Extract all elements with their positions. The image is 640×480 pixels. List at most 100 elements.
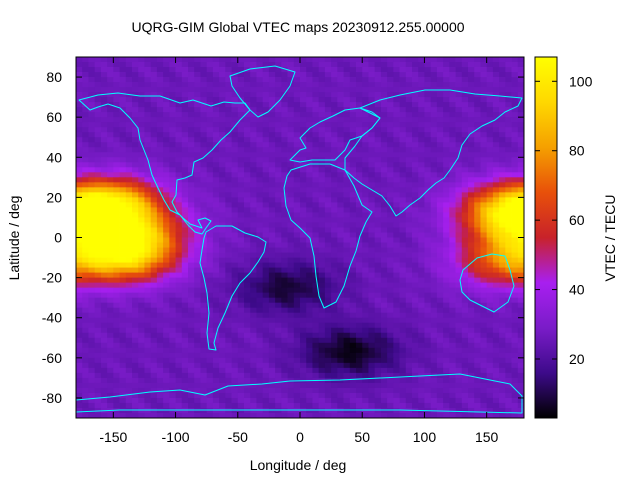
- heatmap-cell: [380, 337, 388, 344]
- heatmap-cell: [474, 117, 481, 123]
- heatmap-cell: [225, 182, 232, 188]
- heatmap-cell: [368, 367, 376, 374]
- heatmap-cell: [430, 342, 438, 349]
- heatmap-cell: [275, 392, 282, 399]
- heatmap-cell: [511, 317, 519, 324]
- heatmap-cell: [138, 382, 145, 389]
- heatmap-cell: [225, 197, 232, 203]
- heatmap-cell: [181, 327, 189, 334]
- heatmap-cell: [374, 267, 382, 273]
- heatmap-cell: [82, 347, 89, 354]
- heatmap-cell: [144, 262, 152, 268]
- heatmap-cell: [262, 137, 270, 143]
- heatmap-cell: [461, 252, 469, 258]
- heatmap-cell: [268, 222, 276, 228]
- heatmap-cell: [113, 192, 120, 198]
- heatmap-cell: [138, 297, 145, 304]
- heatmap-cell: [424, 147, 432, 153]
- heatmap-cell: [424, 142, 432, 148]
- heatmap-cell: [138, 362, 145, 369]
- heatmap-cell: [113, 217, 120, 223]
- heatmap-cell: [175, 282, 183, 289]
- heatmap-cell: [368, 202, 376, 208]
- heatmap-cell: [262, 307, 270, 314]
- heatmap-cell: [287, 152, 295, 158]
- heatmap-cell: [499, 82, 506, 88]
- heatmap-cell: [237, 257, 245, 263]
- heatmap-cell: [194, 92, 201, 98]
- heatmap-cell: [306, 137, 313, 143]
- heatmap-cell: [188, 107, 195, 113]
- heatmap-cell: [374, 87, 382, 93]
- heatmap-cell: [356, 147, 363, 153]
- heatmap-cell: [424, 157, 432, 163]
- heatmap-cell: [418, 202, 425, 208]
- heatmap-cell: [250, 82, 257, 88]
- heatmap-cell: [368, 192, 376, 198]
- heatmap-cell: [474, 167, 481, 173]
- heatmap-cell: [244, 177, 251, 183]
- heatmap-cell: [499, 62, 506, 68]
- heatmap-cell: [237, 392, 245, 399]
- heatmap-cell: [268, 397, 276, 404]
- heatmap-cell: [300, 87, 307, 93]
- heatmap-cell: [169, 232, 176, 238]
- heatmap-cell: [505, 182, 512, 188]
- heatmap-cell: [250, 262, 257, 268]
- heatmap-cell: [188, 287, 195, 294]
- heatmap-cell: [150, 82, 158, 88]
- heatmap-cell: [268, 362, 276, 369]
- heatmap-cell: [387, 92, 394, 98]
- heatmap-cell: [281, 347, 288, 354]
- heatmap-cell: [188, 402, 195, 409]
- heatmap-cell: [244, 352, 251, 359]
- heatmap-cell: [150, 57, 158, 63]
- heatmap-cell: [100, 357, 108, 364]
- heatmap-cell: [436, 367, 444, 374]
- heatmap-cell: [156, 122, 164, 128]
- heatmap-cell: [368, 282, 376, 289]
- heatmap-cell: [474, 82, 481, 88]
- heatmap-cell: [76, 62, 83, 68]
- heatmap-cell: [405, 307, 413, 314]
- heatmap-cell: [349, 232, 357, 238]
- heatmap-cell: [119, 212, 127, 218]
- heatmap-cell: [212, 202, 220, 208]
- heatmap-cell: [337, 87, 344, 93]
- heatmap-cell: [300, 277, 307, 284]
- heatmap-cell: [119, 292, 127, 299]
- heatmap-cell: [349, 287, 357, 294]
- heatmap-cell: [119, 57, 127, 63]
- heatmap-cell: [225, 82, 232, 88]
- heatmap-cell: [188, 87, 195, 93]
- heatmap-cell: [275, 67, 282, 73]
- heatmap-cell: [337, 312, 344, 319]
- heatmap-cell: [505, 172, 512, 178]
- heatmap-cell: [424, 242, 432, 248]
- heatmap-cell: [430, 312, 438, 319]
- heatmap-cell: [163, 107, 170, 113]
- heatmap-cell: [511, 377, 519, 384]
- heatmap-cell: [300, 117, 307, 123]
- heatmap-cell: [318, 242, 326, 248]
- heatmap-cell: [387, 277, 394, 284]
- heatmap-cell: [144, 372, 152, 379]
- heatmap-cell: [511, 262, 519, 268]
- heatmap-cell: [492, 272, 500, 279]
- heatmap-cell: [212, 212, 220, 218]
- heatmap-cell: [412, 202, 419, 208]
- heatmap-cell: [225, 232, 232, 238]
- heatmap-cell: [293, 102, 301, 108]
- heatmap-cell: [181, 312, 189, 319]
- heatmap-cell: [349, 337, 357, 344]
- heatmap-cell: [169, 117, 176, 123]
- heatmap-cell: [293, 257, 301, 263]
- heatmap-cell: [244, 317, 251, 324]
- heatmap-cell: [156, 332, 164, 339]
- heatmap-cell: [82, 302, 89, 309]
- heatmap-cell: [455, 262, 463, 268]
- heatmap-cell: [380, 72, 388, 78]
- heatmap-cell: [380, 242, 388, 248]
- heatmap-cell: [393, 292, 400, 299]
- heatmap-cell: [237, 77, 245, 83]
